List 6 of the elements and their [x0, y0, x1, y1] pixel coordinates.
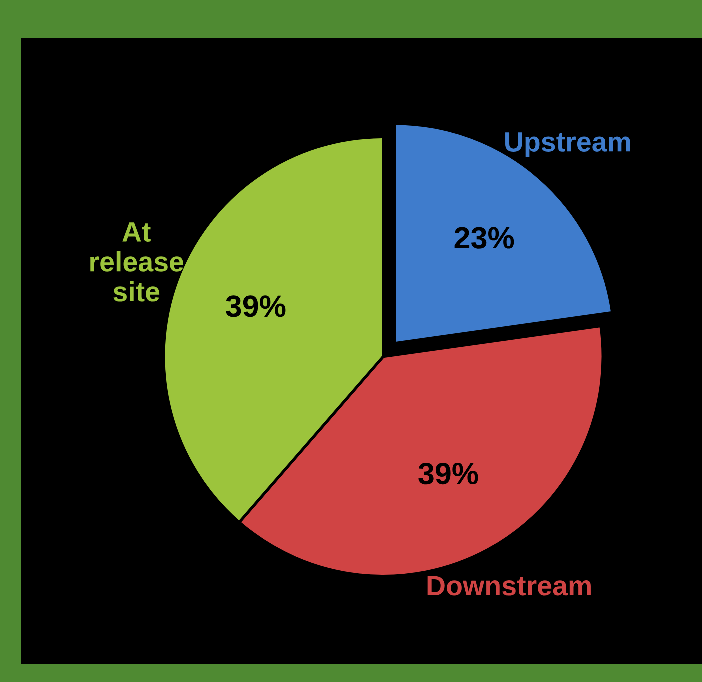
- data-label: 39%: [226, 296, 286, 318]
- slice-label: Downstream: [428, 576, 591, 596]
- slice-label: Upstream: [506, 132, 630, 158]
- data-label: 39%: [418, 462, 478, 485]
- slice-label: At release site: [90, 222, 184, 302]
- data-label: 23%: [454, 227, 514, 249]
